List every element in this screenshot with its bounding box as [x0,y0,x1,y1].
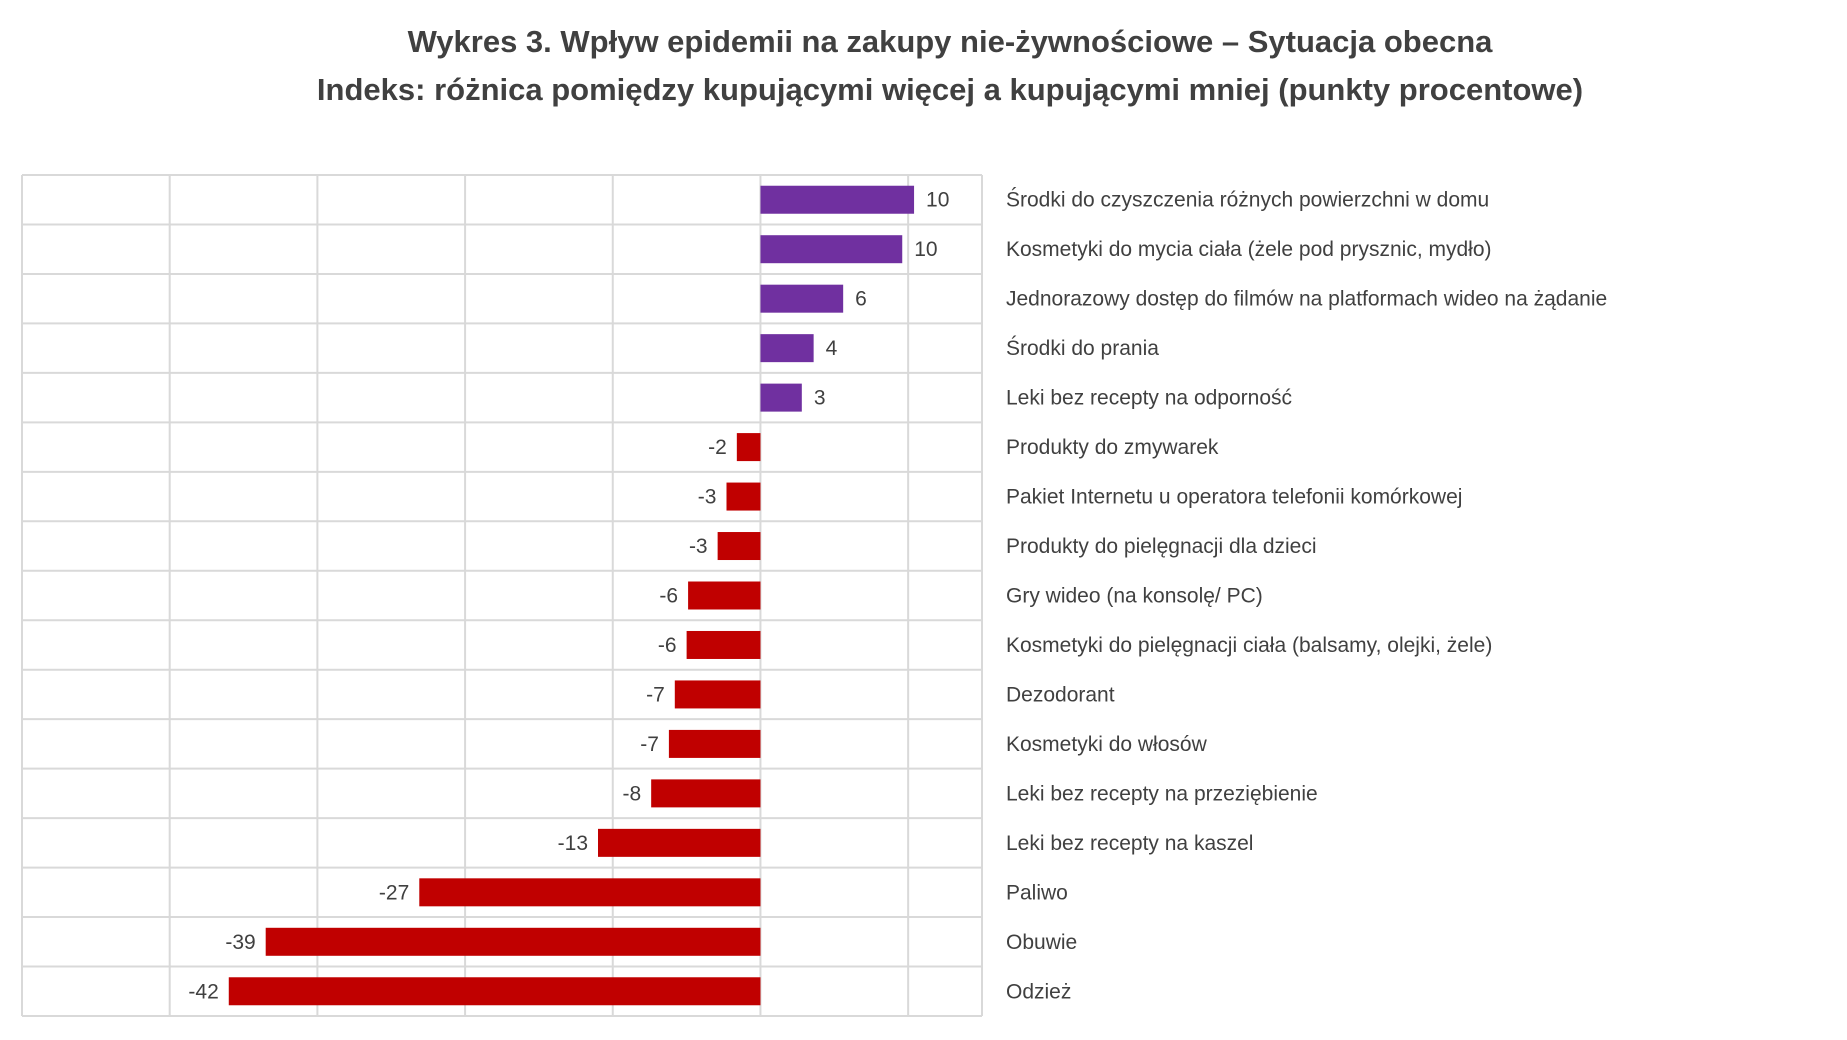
category-label: Pakiet Internetu u operatora telefonii k… [1006,486,1462,509]
category-label: Dezodorant [1006,683,1115,706]
category-label: Środki do czyszczenia różnych powierzchn… [1006,188,1489,212]
category-label: Obuwie [1006,931,1077,954]
bar [674,680,761,709]
data-label: -6 [659,585,678,608]
data-label: -8 [622,782,641,805]
bar [228,977,761,1006]
data-label: -7 [646,683,665,706]
data-label: -3 [698,486,717,509]
data-label: -27 [379,881,409,904]
category-labels: Środki do czyszczenia różnych powierzchn… [1006,188,1607,1004]
category-label: Leki bez recepty na przeziębienie [1006,782,1318,805]
category-label: Jednorazowy dostęp do filmów na platform… [1006,288,1607,311]
bar [760,235,903,264]
data-labels: 10 10 6 4 3 -2 -3 -3 -6 -6 -7 -7 -8 -13 -27 -39 -42 [188,189,949,1004]
bars [228,185,915,1006]
category-label: Leki bez recepty na kaszel [1006,832,1253,855]
bar [717,532,761,561]
bar [760,185,915,214]
bar [668,729,761,758]
data-label: 10 [926,189,949,212]
gridlines [21,174,983,1017]
bar [688,581,761,610]
category-label: Kosmetyki do włosów [1006,733,1208,756]
data-label: -42 [188,980,218,1003]
data-label: -39 [225,931,255,954]
chart-subtitle: Indeks: różnica pomiędzy kupującymi więc… [317,72,1583,107]
bar [686,630,761,659]
category-label: Paliwo [1006,881,1068,904]
category-label: Produkty do pielęgnacji dla dzieci [1006,535,1317,558]
data-label: -3 [689,535,708,558]
bar [736,433,761,462]
data-label: 10 [914,238,937,261]
bar [598,828,761,857]
data-label: 3 [814,387,826,410]
bar [726,482,761,511]
chart-title: Wykres 3. Wpływ epidemii na zakupy nie-ż… [408,24,1494,59]
data-label: -7 [640,733,659,756]
bar [419,878,761,907]
category-label: Produkty do zmywarek [1006,436,1219,459]
data-label: 4 [826,337,838,360]
data-label: -2 [708,436,727,459]
category-label: Leki bez recepty na odporność [1006,387,1292,410]
data-label: -6 [658,634,677,657]
data-label: 6 [855,288,867,311]
bar [760,334,814,363]
bar [651,779,761,808]
category-label: Kosmetyki do mycia ciała (żele pod prysz… [1006,238,1492,261]
bar [265,927,761,956]
category-label: Kosmetyki do pielęgnacji ciała (balsamy,… [1006,634,1492,657]
category-label: Gry wideo (na konsolę/ PC) [1006,585,1263,608]
data-label: -13 [558,832,588,855]
bar [760,284,844,313]
category-label: Środki do prania [1006,336,1159,360]
bar [760,383,802,412]
category-label: Odzież [1006,980,1071,1003]
